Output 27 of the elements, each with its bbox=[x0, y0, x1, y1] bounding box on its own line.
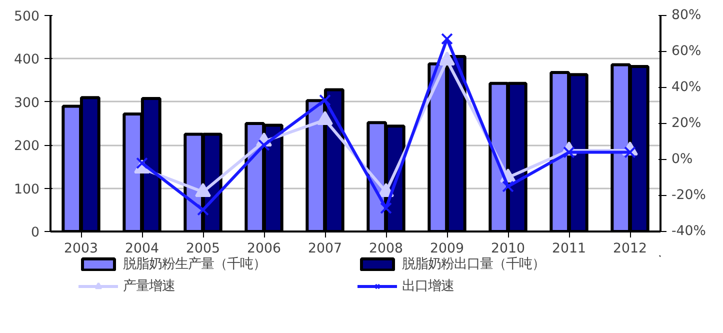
y-tick-label: 200 bbox=[14, 139, 40, 154]
x-tick-label: 2006 bbox=[247, 242, 281, 256]
y2-tick-label: 80% bbox=[672, 8, 702, 23]
y2-tick-label: 0% bbox=[672, 152, 693, 167]
legend-label: 出口增速 bbox=[402, 278, 455, 295]
y-tick-label: 100 bbox=[14, 182, 40, 198]
x-tick-label: 2010 bbox=[491, 242, 525, 256]
y-tick-label: 400 bbox=[14, 52, 40, 68]
x-tick-label: 2005 bbox=[186, 242, 220, 256]
y-tick-label: 500 bbox=[14, 10, 40, 24]
legend-label: 脱脂奶粉出口量（千吨） bbox=[402, 256, 546, 273]
x-tick-label: 2009 bbox=[430, 242, 464, 256]
x-tick-label: 2003 bbox=[64, 242, 98, 256]
x-tick-label: 2007 bbox=[308, 242, 342, 256]
legend-label: 产量增速 bbox=[123, 278, 176, 295]
y2-tick-label: -20% bbox=[672, 188, 706, 203]
y2-tick-label: 60% bbox=[672, 44, 702, 59]
x-tick-label: 2011 bbox=[552, 242, 586, 256]
legend-label: 脱脂奶粉生产量（千吨） bbox=[123, 256, 267, 273]
y2-tick-label: 20% bbox=[672, 116, 702, 131]
y-tick-label: 300 bbox=[14, 96, 40, 111]
y2-tick-label: 40% bbox=[672, 80, 702, 95]
x-tick-label: 2008 bbox=[369, 242, 403, 256]
y-tick-label: 0 bbox=[31, 226, 40, 240]
x-tick-label: 2012 bbox=[613, 242, 647, 256]
x-tick-label: 2004 bbox=[125, 242, 159, 256]
y2-tick-label: -40% bbox=[672, 224, 706, 239]
